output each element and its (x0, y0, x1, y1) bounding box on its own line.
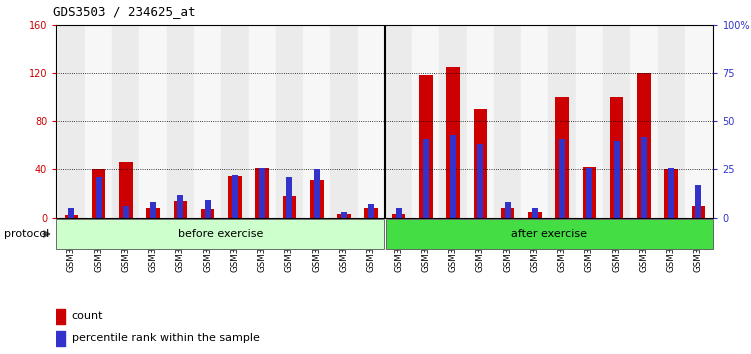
Bar (310, 180, 324, 218)
Bar (119, 162, 133, 218)
Bar (330, 25, 357, 218)
Bar (65, 215, 78, 218)
Bar (450, 135, 456, 218)
Bar (559, 139, 565, 218)
Bar (466, 25, 494, 218)
Bar (194, 25, 222, 218)
Bar (439, 25, 466, 218)
Bar (205, 200, 210, 218)
Text: protocol: protocol (4, 229, 49, 239)
Bar (392, 214, 406, 218)
Bar (112, 25, 140, 218)
Text: GDS3503 / 234625_at: GDS3503 / 234625_at (53, 5, 195, 18)
Bar (658, 25, 685, 218)
Bar (337, 214, 351, 218)
Bar (494, 25, 521, 218)
Bar (255, 168, 269, 218)
Bar (303, 25, 330, 218)
Bar (232, 175, 238, 218)
Bar (314, 170, 320, 218)
Text: percentile rank within the sample: percentile rank within the sample (71, 333, 260, 343)
Bar (92, 170, 105, 218)
Bar (150, 202, 156, 218)
Bar (56, 331, 65, 346)
Bar (56, 219, 384, 249)
Bar (386, 219, 713, 249)
Bar (286, 177, 292, 218)
Bar (501, 208, 514, 218)
Bar (614, 141, 620, 218)
Bar (630, 25, 658, 218)
Bar (341, 212, 347, 218)
Bar (695, 185, 701, 218)
Bar (419, 75, 433, 218)
Bar (412, 25, 439, 218)
Bar (276, 25, 303, 218)
Bar (548, 25, 576, 218)
Bar (641, 137, 647, 218)
Bar (532, 208, 538, 218)
Bar (167, 25, 194, 218)
Bar (68, 208, 74, 218)
Bar (249, 25, 276, 218)
Bar (610, 97, 623, 218)
Bar (478, 144, 484, 218)
Bar (583, 167, 596, 218)
Bar (123, 206, 129, 218)
Bar (58, 25, 85, 218)
Bar (603, 25, 630, 218)
Text: count: count (71, 312, 103, 321)
Bar (282, 196, 297, 218)
Bar (446, 67, 460, 218)
Bar (473, 109, 487, 218)
Bar (528, 212, 541, 218)
Bar (95, 177, 101, 218)
Bar (140, 25, 167, 218)
Bar (587, 167, 593, 218)
Bar (521, 25, 548, 218)
Bar (201, 209, 215, 218)
Bar (576, 25, 603, 218)
Bar (146, 208, 160, 218)
Bar (423, 139, 429, 218)
Text: before exercise: before exercise (178, 229, 264, 239)
Bar (555, 97, 569, 218)
Bar (173, 201, 187, 218)
Bar (692, 206, 705, 218)
Bar (56, 309, 65, 324)
Bar (385, 25, 412, 218)
Bar (685, 25, 712, 218)
Text: after exercise: after exercise (511, 229, 587, 239)
Bar (259, 167, 265, 218)
Bar (665, 170, 678, 218)
Bar (396, 208, 402, 218)
Bar (222, 25, 249, 218)
Bar (364, 208, 378, 218)
Bar (668, 167, 674, 218)
Bar (177, 195, 183, 218)
Bar (357, 25, 385, 218)
Bar (637, 73, 650, 218)
Bar (228, 176, 242, 218)
Bar (368, 204, 374, 218)
Bar (505, 202, 511, 218)
Bar (85, 25, 112, 218)
